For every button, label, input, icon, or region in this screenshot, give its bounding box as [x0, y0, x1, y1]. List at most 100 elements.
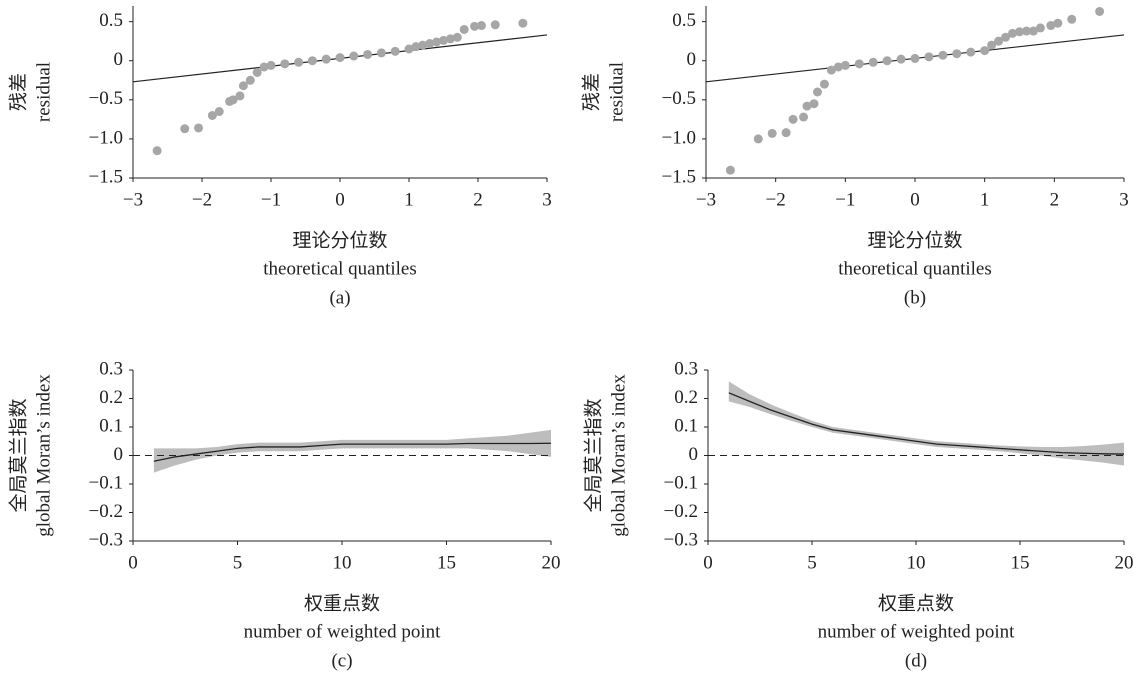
y-axis-label: 残差: [7, 73, 29, 111]
x-tick-label: 0: [703, 552, 713, 573]
x-axis-label: 权重点数: [304, 592, 380, 614]
y-tick-label: −0.2: [664, 501, 698, 522]
caption: (a): [329, 287, 350, 308]
x-tick-label: 0: [128, 552, 138, 573]
y-tick-label: −0.5: [662, 88, 696, 109]
point: [376, 48, 386, 58]
point: [924, 52, 934, 62]
x-tick-label: −3: [123, 189, 143, 210]
point: [194, 123, 204, 133]
x-axis-label: number of weighted point: [244, 621, 442, 642]
x-tick-label: 5: [807, 552, 817, 573]
point: [938, 50, 948, 60]
y-tick-label: 0: [114, 444, 124, 465]
confidence-band: [728, 381, 1124, 466]
x-tick-label: 10: [333, 552, 352, 573]
x-tick-label: −1: [261, 189, 281, 210]
x-axis-label: 理论分位数: [292, 229, 387, 251]
y-tick-label: 0.5: [99, 10, 123, 31]
point: [238, 81, 248, 91]
point: [425, 39, 435, 49]
point: [418, 40, 428, 50]
point: [799, 112, 809, 122]
point: [207, 110, 217, 120]
point: [1067, 14, 1077, 24]
point: [245, 75, 255, 85]
point: [980, 46, 990, 56]
y-tick-label: −0.3: [664, 529, 698, 550]
y-tick-label: 0.3: [674, 358, 698, 379]
x-tick-label: 20: [1115, 552, 1134, 573]
x-tick-label: 3: [1119, 189, 1129, 210]
point: [882, 56, 892, 66]
y-tick-label: −1.5: [89, 166, 123, 187]
y-axis-label: 全局莫兰指数: [7, 398, 29, 512]
point: [788, 114, 798, 124]
y-tick-label: −0.1: [664, 472, 698, 493]
point: [966, 47, 976, 57]
point: [910, 53, 920, 63]
point: [802, 101, 812, 111]
x-tick-label: 0: [910, 189, 920, 210]
point: [952, 49, 962, 59]
point: [868, 57, 878, 67]
point: [266, 60, 276, 70]
point: [349, 51, 359, 61]
line: [728, 392, 1125, 455]
point: [1046, 21, 1056, 31]
y-axis-label: global Moran’s index: [33, 374, 54, 537]
x-axis-label: 理论分位数: [867, 229, 962, 251]
x-tick-label: 0: [335, 189, 345, 210]
point: [896, 54, 906, 64]
x-tick-label: 15: [437, 552, 456, 573]
caption: (b): [904, 287, 926, 308]
x-tick-label: 2: [1050, 189, 1060, 210]
point: [819, 79, 829, 89]
point: [294, 57, 304, 67]
y-tick-label: −0.2: [89, 501, 123, 522]
point: [476, 21, 486, 31]
point: [854, 59, 864, 69]
x-tick-label: 1: [404, 189, 414, 210]
y-tick-label: 0.3: [99, 358, 123, 379]
y-axis-label: residual: [33, 62, 54, 122]
point: [228, 95, 238, 105]
point: [390, 46, 400, 56]
y-tick-label: 0: [687, 49, 697, 70]
y-tick-label: −1.5: [662, 166, 696, 187]
x-tick-label: 3: [542, 189, 552, 210]
point: [1095, 6, 1105, 16]
y-axis-label: 全局莫兰指数: [582, 398, 604, 512]
y-axis-label: residual: [606, 62, 627, 122]
point: [214, 107, 224, 117]
point: [1021, 26, 1031, 36]
caption: (c): [331, 650, 352, 671]
point: [987, 40, 997, 50]
y-tick-label: 0.1: [674, 415, 698, 436]
y-tick-label: −0.1: [89, 472, 123, 493]
point: [335, 53, 345, 63]
point: [767, 128, 777, 138]
x-tick-label: 20: [542, 552, 561, 573]
point: [252, 67, 262, 77]
y-tick-label: 0: [114, 49, 124, 70]
point: [180, 124, 190, 134]
point: [840, 60, 850, 70]
y-tick-label: −1.0: [662, 127, 696, 148]
point: [1028, 26, 1038, 36]
point: [235, 91, 245, 101]
point: [1035, 23, 1045, 33]
point: [439, 35, 448, 45]
x-tick-label: −3: [696, 189, 716, 210]
y-axis-label: 残差: [580, 73, 602, 111]
point: [826, 65, 836, 75]
x-tick-label: −1: [835, 189, 855, 210]
x-tick-label: −2: [766, 189, 786, 210]
x-tick-label: 1: [980, 189, 990, 210]
point: [411, 42, 421, 52]
caption: (d): [905, 650, 927, 671]
point: [1015, 27, 1024, 37]
x-tick-label: 15: [1011, 552, 1030, 573]
point: [404, 44, 414, 54]
point: [1001, 32, 1011, 42]
